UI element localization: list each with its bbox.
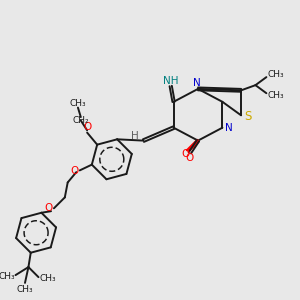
Text: CH₃: CH₃: [16, 285, 33, 294]
Text: H: H: [131, 131, 139, 141]
Text: O: O: [83, 122, 91, 132]
Text: O: O: [70, 166, 78, 176]
Text: CH₃: CH₃: [267, 70, 284, 79]
Text: NH: NH: [163, 76, 178, 86]
Text: CH₃: CH₃: [39, 274, 56, 283]
Text: N: N: [225, 123, 232, 133]
Text: O: O: [44, 203, 52, 213]
Text: CH₂: CH₂: [73, 116, 89, 125]
Text: CH₃: CH₃: [70, 99, 86, 108]
Text: CH₃: CH₃: [0, 272, 15, 281]
Text: S: S: [244, 110, 252, 123]
Text: N: N: [193, 78, 200, 88]
Text: O: O: [185, 153, 194, 163]
Text: O: O: [182, 148, 190, 158]
Text: CH₃: CH₃: [267, 91, 284, 100]
